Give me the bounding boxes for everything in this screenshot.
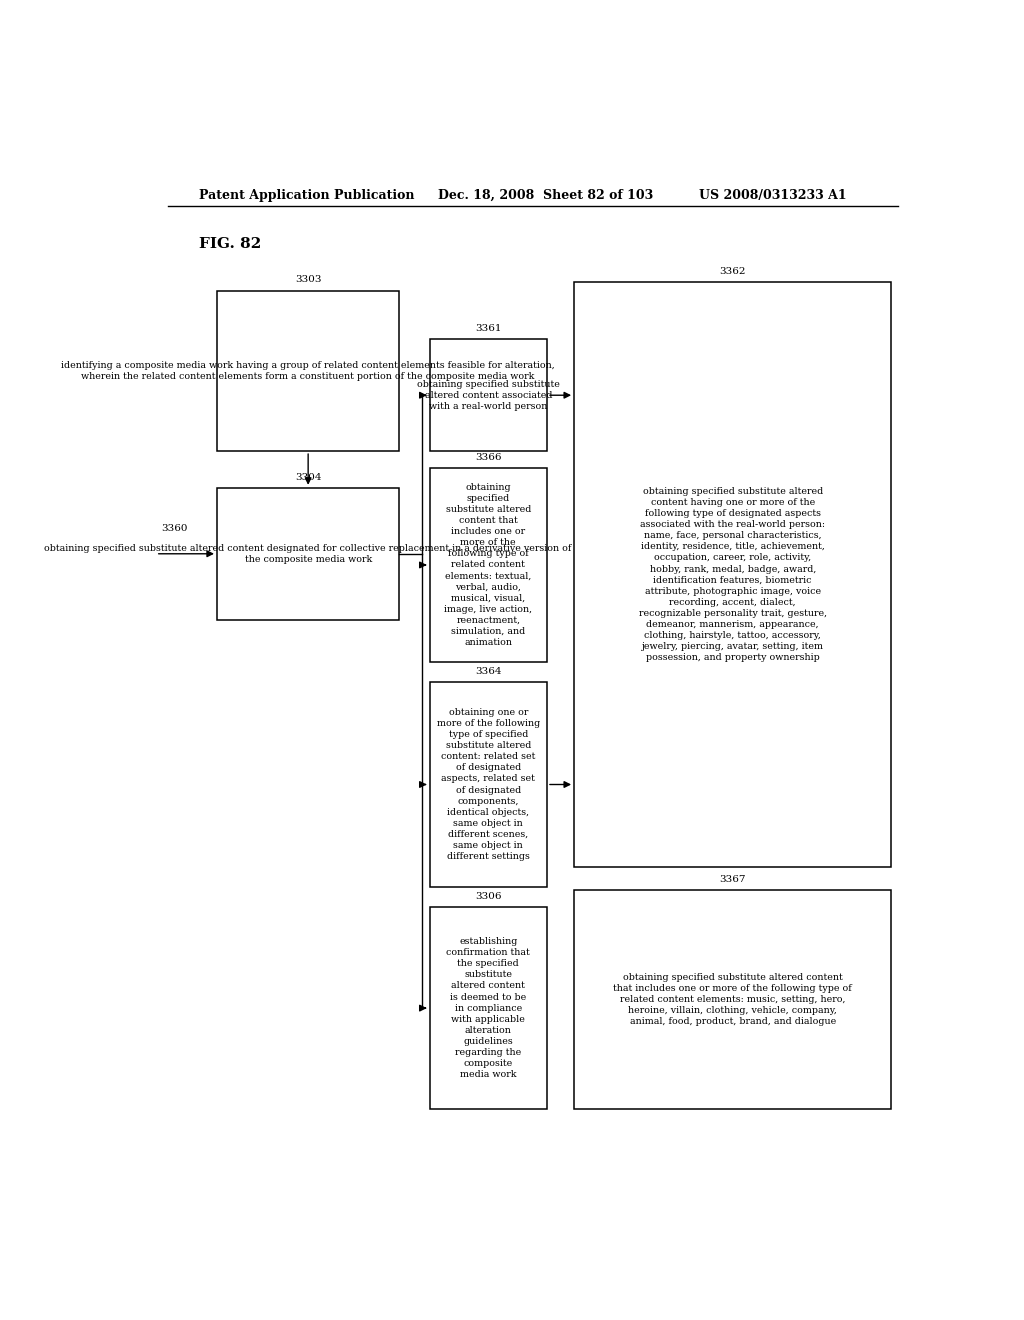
Text: Dec. 18, 2008  Sheet 82 of 103: Dec. 18, 2008 Sheet 82 of 103 xyxy=(437,189,652,202)
Text: obtaining specified substitute altered content
that includes one or more of the : obtaining specified substitute altered c… xyxy=(613,973,852,1026)
Text: 3364: 3364 xyxy=(475,667,502,676)
Text: FIG. 82: FIG. 82 xyxy=(200,236,262,251)
Bar xyxy=(430,682,547,887)
Bar xyxy=(217,487,399,620)
Text: 3367: 3367 xyxy=(720,875,745,884)
Text: obtaining one or
more of the following
type of specified
substitute altered
cont: obtaining one or more of the following t… xyxy=(436,708,540,861)
Text: 3362: 3362 xyxy=(720,268,745,276)
Text: 3303: 3303 xyxy=(295,276,322,284)
Text: 3304: 3304 xyxy=(295,473,322,482)
Bar xyxy=(430,469,547,661)
Text: 3360: 3360 xyxy=(161,524,187,533)
Bar xyxy=(217,290,399,451)
Text: identifying a composite media work having a group of related content elements fe: identifying a composite media work havin… xyxy=(61,360,555,381)
Text: US 2008/0313233 A1: US 2008/0313233 A1 xyxy=(699,189,847,202)
Text: obtaining
specified
substitute altered
content that
includes one or
more of the
: obtaining specified substitute altered c… xyxy=(444,483,532,647)
Text: 3366: 3366 xyxy=(475,453,502,462)
Text: obtaining specified substitute altered
content having one or more of the
followi: obtaining specified substitute altered c… xyxy=(639,487,826,663)
Bar xyxy=(430,339,547,451)
Text: obtaining specified substitute altered content designated for collective replace: obtaining specified substitute altered c… xyxy=(44,544,571,564)
Bar xyxy=(574,890,892,1109)
Text: 3361: 3361 xyxy=(475,325,502,333)
Text: Patent Application Publication: Patent Application Publication xyxy=(200,189,415,202)
Text: obtaining specified substitute
altered content associated
with a real-world pers: obtaining specified substitute altered c… xyxy=(417,380,560,411)
Text: establishing
confirmation that
the specified
substitute
altered content
is deeme: establishing confirmation that the speci… xyxy=(446,937,530,1080)
Bar xyxy=(574,282,892,867)
Bar xyxy=(430,907,547,1109)
Text: 3306: 3306 xyxy=(475,892,502,902)
